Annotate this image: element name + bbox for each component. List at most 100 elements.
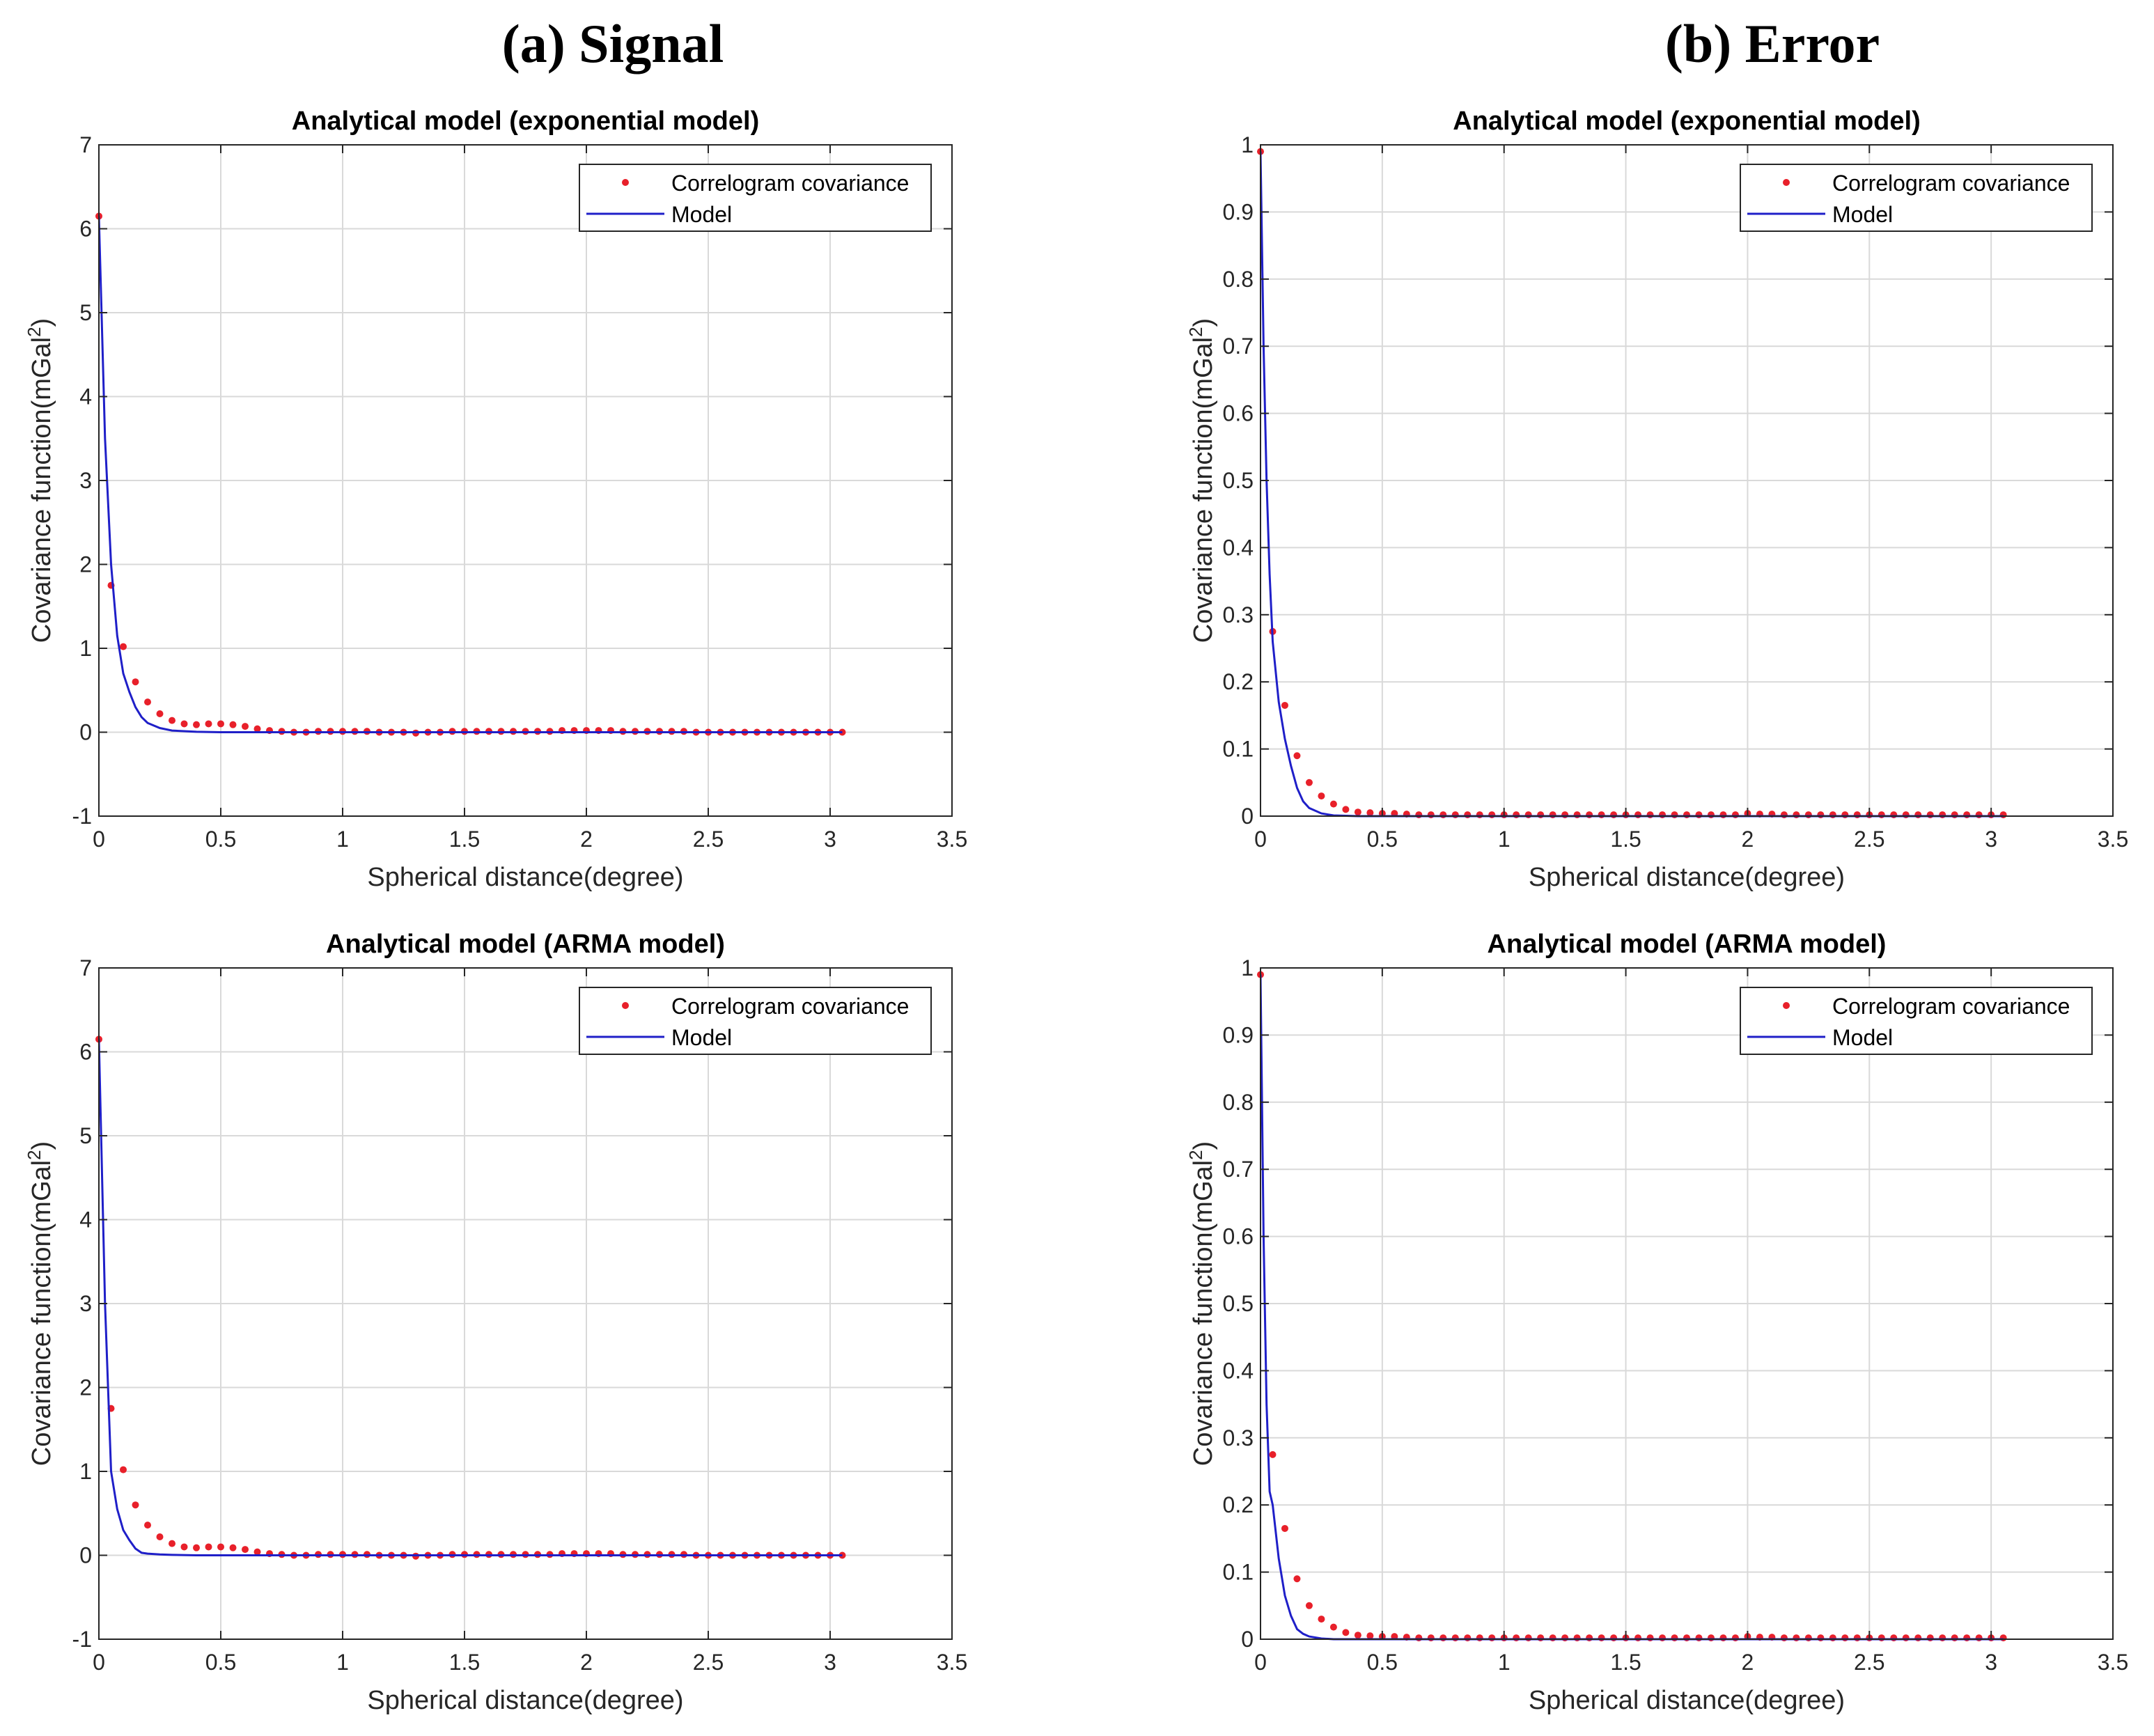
y-tick-label: 0.3 (1223, 1425, 1254, 1450)
x-tick-label: 2.5 (693, 1650, 724, 1675)
correlogram-point (1829, 811, 1836, 819)
correlogram-point (1671, 1634, 1678, 1642)
correlogram-point (1817, 811, 1825, 819)
correlogram-point (1890, 1634, 1898, 1642)
correlogram-point (1646, 811, 1654, 819)
correlogram-point (1318, 1616, 1325, 1623)
x-tick-label: 3.5 (2098, 1650, 2128, 1675)
correlogram-point (1999, 811, 2007, 819)
correlogram-point (132, 1501, 139, 1509)
correlogram-point (217, 720, 224, 728)
correlogram-point (156, 1533, 164, 1540)
legend-dot-icon (622, 179, 629, 186)
x-tick-label: 0.5 (205, 827, 236, 852)
y-tick-label: 2 (79, 1375, 92, 1400)
correlogram-point (1427, 1634, 1435, 1642)
correlogram-point (1513, 1634, 1520, 1642)
y-tick-label: 1 (79, 1459, 92, 1484)
correlogram-point (253, 1548, 261, 1556)
x-tick-label: 0.5 (205, 1650, 236, 1675)
correlogram-point (1598, 1634, 1605, 1642)
correlogram-point (1329, 800, 1337, 808)
y-tick-label: 0.8 (1223, 1090, 1254, 1115)
correlogram-point (1293, 1575, 1301, 1583)
correlogram-point (1513, 811, 1520, 819)
x-tick-label: 0.5 (1367, 1650, 1398, 1675)
chart-title: Analytical model (exponential model) (1453, 107, 1920, 136)
x-tick-label: 2 (580, 1650, 593, 1675)
y-tick-label: 3 (79, 468, 92, 493)
correlogram-point (1939, 1634, 1946, 1642)
chart-title: Analytical model (exponential model) (292, 107, 759, 136)
correlogram-point (1853, 811, 1861, 819)
column-title-signal: (a) Signal (501, 13, 724, 74)
correlogram-point (1561, 811, 1569, 819)
correlogram-point (1975, 1634, 1983, 1642)
x-axis-label: Spherical distance(degree) (367, 863, 683, 892)
correlogram-point (169, 1540, 175, 1547)
correlogram-point (1731, 811, 1739, 819)
legend-dot-icon (1783, 1002, 1790, 1009)
correlogram-point (120, 643, 127, 650)
correlogram-point (1366, 809, 1374, 817)
x-tick-label: 1.5 (449, 1650, 480, 1675)
x-tick-label: 1 (336, 827, 349, 852)
correlogram-point (1804, 811, 1812, 819)
correlogram-point (1646, 1634, 1654, 1642)
correlogram-point (1342, 1629, 1350, 1636)
x-tick-label: 1.5 (1610, 827, 1641, 852)
x-tick-label: 3.5 (937, 827, 967, 852)
correlogram-point (1683, 811, 1690, 819)
correlogram-point (1439, 1634, 1447, 1642)
correlogram-point (1926, 811, 1934, 819)
y-tick-label: 0.6 (1223, 401, 1254, 426)
correlogram-point (1914, 811, 1922, 819)
chart-title: Analytical model (ARMA model) (1488, 930, 1887, 959)
correlogram-point (1354, 1632, 1361, 1639)
correlogram-point (193, 721, 200, 728)
correlogram-point (1586, 811, 1593, 819)
y-tick-label: 0.1 (1223, 1560, 1254, 1585)
y-tick-label: -1 (72, 1627, 92, 1652)
y-tick-label: 1 (79, 636, 92, 661)
correlogram-point (1464, 1634, 1472, 1642)
correlogram-point (1451, 1634, 1459, 1642)
correlogram-point (1780, 811, 1788, 819)
correlogram-point (1281, 1524, 1288, 1532)
correlogram-point (1439, 811, 1447, 819)
correlogram-point (1476, 811, 1483, 819)
correlogram-point (229, 721, 237, 728)
x-tick-label: 1 (1498, 827, 1511, 852)
correlogram-point (1305, 779, 1313, 786)
correlogram-point (1659, 811, 1667, 819)
correlogram-point (1975, 811, 1983, 819)
correlogram-point (253, 725, 261, 733)
correlogram-point (217, 1543, 224, 1551)
correlogram-point (1598, 811, 1605, 819)
correlogram-point (1841, 1634, 1849, 1642)
y-axis-label: Covariance function(mGal2) (1185, 318, 1218, 643)
correlogram-point (1963, 1634, 1971, 1642)
x-tick-label: 0 (1254, 827, 1267, 852)
legend-box (1740, 164, 2093, 232)
y-tick-label: 0.3 (1223, 602, 1254, 627)
correlogram-point (1878, 1634, 1885, 1642)
legend: Correlogram covariance Model (579, 987, 932, 1055)
legend-label: Model (671, 1025, 732, 1050)
correlogram-point (1731, 1634, 1739, 1642)
correlogram-point (1634, 1634, 1642, 1642)
correlogram-point (1634, 811, 1642, 819)
x-tick-label: 0 (1254, 1650, 1267, 1675)
legend-label: Correlogram covariance (1832, 994, 2070, 1019)
correlogram-point (1549, 1634, 1556, 1642)
correlogram-point (1926, 1634, 1934, 1642)
correlogram-point (1902, 811, 1910, 819)
correlogram-point (242, 1546, 249, 1554)
correlogram-point (1269, 1450, 1277, 1458)
y-tick-label: 2 (79, 552, 92, 577)
legend-label: Correlogram covariance (671, 994, 909, 1019)
correlogram-point (1999, 1634, 2007, 1642)
